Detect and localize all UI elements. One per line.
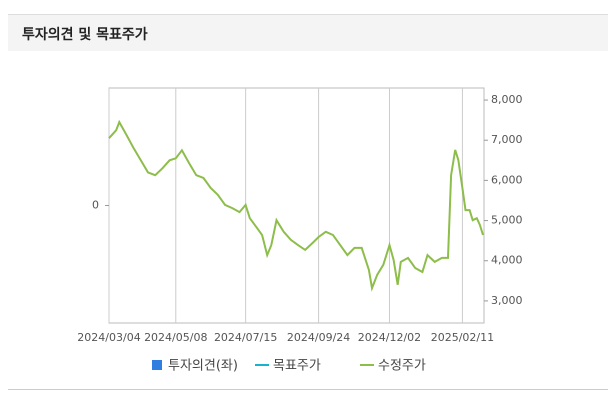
y2-tick-label: 8,000 bbox=[491, 93, 523, 106]
legend-label: 투자의견(좌) bbox=[168, 359, 238, 374]
x-tick-label: 2025/02/11 bbox=[431, 331, 494, 344]
y-tick-label: 0 bbox=[92, 199, 99, 212]
y2-tick-label: 4,000 bbox=[491, 254, 523, 267]
price-line bbox=[108, 119, 484, 292]
y2-tick-label: 5,000 bbox=[491, 214, 523, 227]
y2-tick-label: 3,000 bbox=[491, 294, 523, 307]
legend-label: 수정주가 bbox=[378, 359, 426, 374]
legend-marker bbox=[152, 360, 162, 370]
x-tick-label: 2024/05/08 bbox=[144, 331, 207, 344]
footer-line bbox=[8, 389, 608, 390]
y2-tick-label: 6,000 bbox=[491, 173, 523, 186]
x-tick-label: 2024/03/04 bbox=[77, 331, 140, 344]
x-tick-label: 2024/12/02 bbox=[358, 331, 421, 344]
header-title: 투자의견 및 목표주가 bbox=[22, 27, 148, 43]
y2-tick-label: 7,000 bbox=[491, 133, 523, 146]
plot-area bbox=[108, 87, 485, 324]
header: 투자의견 및 목표주가 bbox=[8, 14, 608, 51]
x-tick-label: 2024/07/15 bbox=[214, 331, 277, 344]
x-tick-label: 2024/09/24 bbox=[287, 331, 350, 344]
legend-label: 목표주가 bbox=[273, 359, 321, 374]
